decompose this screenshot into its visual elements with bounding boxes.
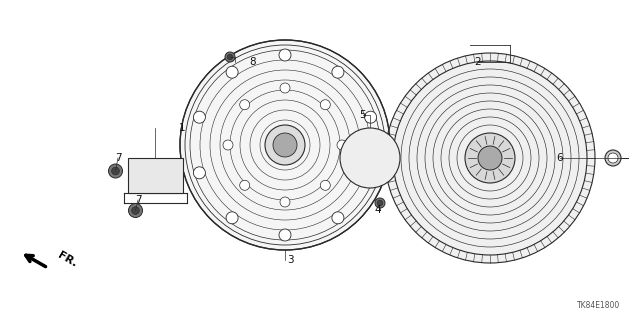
Circle shape xyxy=(332,66,344,78)
Text: 4: 4 xyxy=(374,205,381,215)
Text: 7: 7 xyxy=(134,195,141,205)
Text: 2: 2 xyxy=(475,57,481,67)
Circle shape xyxy=(265,125,305,165)
Circle shape xyxy=(383,144,391,152)
Circle shape xyxy=(349,164,356,172)
Text: FR.: FR. xyxy=(56,250,79,270)
Circle shape xyxy=(375,198,385,208)
Circle shape xyxy=(332,212,344,224)
Circle shape xyxy=(240,180,250,190)
Circle shape xyxy=(366,174,374,182)
Text: 5: 5 xyxy=(360,110,366,120)
Circle shape xyxy=(383,164,391,172)
Circle shape xyxy=(320,180,330,190)
Circle shape xyxy=(349,144,356,152)
Circle shape xyxy=(280,197,290,207)
Circle shape xyxy=(365,167,376,179)
Circle shape xyxy=(129,204,143,218)
Circle shape xyxy=(608,153,618,163)
Circle shape xyxy=(605,150,621,166)
Circle shape xyxy=(377,200,383,206)
Circle shape xyxy=(180,40,390,250)
Bar xyxy=(127,158,182,192)
Circle shape xyxy=(227,54,233,60)
Circle shape xyxy=(225,52,235,62)
Circle shape xyxy=(193,111,205,123)
Text: 8: 8 xyxy=(250,57,256,67)
Circle shape xyxy=(366,134,374,142)
Circle shape xyxy=(279,49,291,61)
Text: 7: 7 xyxy=(115,153,122,163)
Circle shape xyxy=(478,146,502,170)
Text: 3: 3 xyxy=(287,255,293,265)
Circle shape xyxy=(340,128,400,188)
Circle shape xyxy=(132,207,140,214)
Circle shape xyxy=(320,100,330,110)
Circle shape xyxy=(280,83,290,93)
Circle shape xyxy=(240,100,250,110)
Circle shape xyxy=(337,140,347,150)
Text: 1: 1 xyxy=(179,123,186,133)
Circle shape xyxy=(226,212,238,224)
Circle shape xyxy=(193,167,205,179)
Circle shape xyxy=(109,164,122,178)
Circle shape xyxy=(385,53,595,263)
Circle shape xyxy=(465,133,515,183)
Circle shape xyxy=(111,167,119,175)
Circle shape xyxy=(279,229,291,241)
Circle shape xyxy=(223,140,233,150)
Circle shape xyxy=(273,133,297,157)
Text: 6: 6 xyxy=(557,153,563,163)
Circle shape xyxy=(365,111,376,123)
Circle shape xyxy=(226,66,238,78)
Circle shape xyxy=(364,152,376,164)
Text: TK84E1800: TK84E1800 xyxy=(577,301,620,310)
